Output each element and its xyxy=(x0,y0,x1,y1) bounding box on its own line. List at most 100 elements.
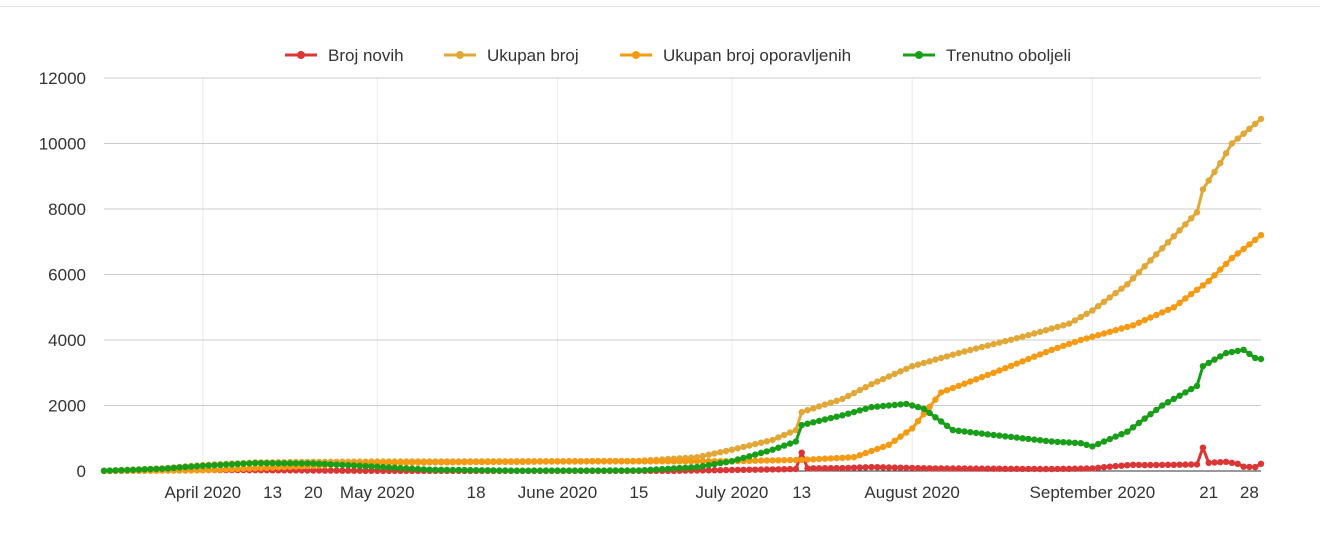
data-point xyxy=(490,458,497,466)
data-point xyxy=(408,459,416,466)
data-point xyxy=(978,343,986,351)
data-point xyxy=(845,464,852,472)
legend-marker xyxy=(297,51,305,59)
data-point xyxy=(275,460,282,467)
data-point xyxy=(345,462,352,469)
data-point xyxy=(647,458,654,465)
data-point xyxy=(1095,464,1102,471)
data-point xyxy=(600,458,608,465)
data-point xyxy=(856,407,863,414)
data-point xyxy=(193,463,201,470)
data-point xyxy=(420,459,427,466)
data-point xyxy=(879,443,887,451)
data-point xyxy=(955,382,962,390)
data-point xyxy=(461,466,468,474)
data-point xyxy=(775,466,782,473)
data-point xyxy=(362,467,369,474)
data-point xyxy=(519,458,526,465)
data-point xyxy=(1205,177,1212,184)
data-point xyxy=(903,400,910,408)
data-point xyxy=(897,368,904,375)
legend-marker xyxy=(915,51,923,59)
data-point xyxy=(368,463,375,470)
data-point xyxy=(298,460,305,467)
data-point xyxy=(1252,354,1259,362)
data-point xyxy=(426,459,433,466)
data-point xyxy=(158,465,166,472)
data-point xyxy=(874,378,881,385)
data-point xyxy=(897,401,904,408)
data-point xyxy=(699,452,706,460)
legend-item: Trenutno oboljeli xyxy=(903,46,1071,65)
x-tick-label: 18 xyxy=(467,483,486,502)
data-point xyxy=(222,466,230,473)
data-point xyxy=(676,464,683,472)
data-point xyxy=(688,464,695,471)
data-point xyxy=(804,465,811,472)
data-point xyxy=(786,429,794,436)
data-point xyxy=(536,458,544,465)
data-point xyxy=(1129,322,1137,329)
data-point xyxy=(845,454,852,461)
data-point xyxy=(1252,120,1259,128)
data-point xyxy=(1013,360,1020,367)
data-point xyxy=(1205,277,1212,285)
data-point xyxy=(199,462,206,469)
data-point xyxy=(1013,335,1020,342)
data-point xyxy=(478,458,486,466)
data-point xyxy=(385,464,393,471)
legend-label: Broj novih xyxy=(328,46,404,65)
data-point xyxy=(1246,350,1253,358)
data-point xyxy=(577,467,584,474)
data-point xyxy=(1007,433,1015,441)
y-tick-label: 4000 xyxy=(48,331,86,350)
data-point xyxy=(972,465,980,472)
data-point xyxy=(1211,272,1218,279)
data-point xyxy=(1124,428,1131,435)
data-point xyxy=(1002,433,1009,440)
data-point xyxy=(1228,254,1236,262)
data-point xyxy=(850,408,858,416)
data-point xyxy=(699,458,706,465)
data-point xyxy=(519,467,526,474)
data-point xyxy=(1042,348,1050,356)
data-point xyxy=(705,451,712,458)
data-point xyxy=(1007,465,1015,472)
data-point xyxy=(1060,322,1067,329)
data-point xyxy=(1211,356,1218,363)
data-point xyxy=(821,465,829,472)
data-point xyxy=(938,418,945,425)
data-point xyxy=(897,464,904,471)
data-point xyxy=(757,457,765,464)
data-point xyxy=(1217,159,1224,167)
data-point xyxy=(752,466,759,473)
data-point xyxy=(310,467,317,474)
data-point xyxy=(1129,424,1137,431)
data-point xyxy=(781,431,788,439)
data-point xyxy=(467,458,474,466)
series-line xyxy=(103,117,1262,473)
data-point xyxy=(240,465,247,472)
data-point xyxy=(1118,325,1125,332)
data-point xyxy=(1002,337,1009,345)
data-point xyxy=(472,467,480,474)
data-point xyxy=(106,467,114,474)
y-tick-label: 6000 xyxy=(48,266,86,285)
data-point xyxy=(484,467,491,474)
data-point xyxy=(374,463,381,470)
data-point xyxy=(234,460,241,468)
data-point xyxy=(100,467,108,474)
data-point xyxy=(1135,319,1143,326)
data-point xyxy=(1176,299,1183,307)
data-point xyxy=(205,462,212,469)
data-point xyxy=(949,465,957,472)
data-point xyxy=(577,458,584,465)
data-point xyxy=(432,466,439,473)
data-point xyxy=(542,467,550,474)
data-point xyxy=(1089,465,1096,472)
data-point xyxy=(746,457,753,464)
data-point xyxy=(379,463,387,471)
data-point xyxy=(914,361,922,368)
data-point xyxy=(1153,461,1160,469)
x-tick-label: 15 xyxy=(629,483,648,502)
